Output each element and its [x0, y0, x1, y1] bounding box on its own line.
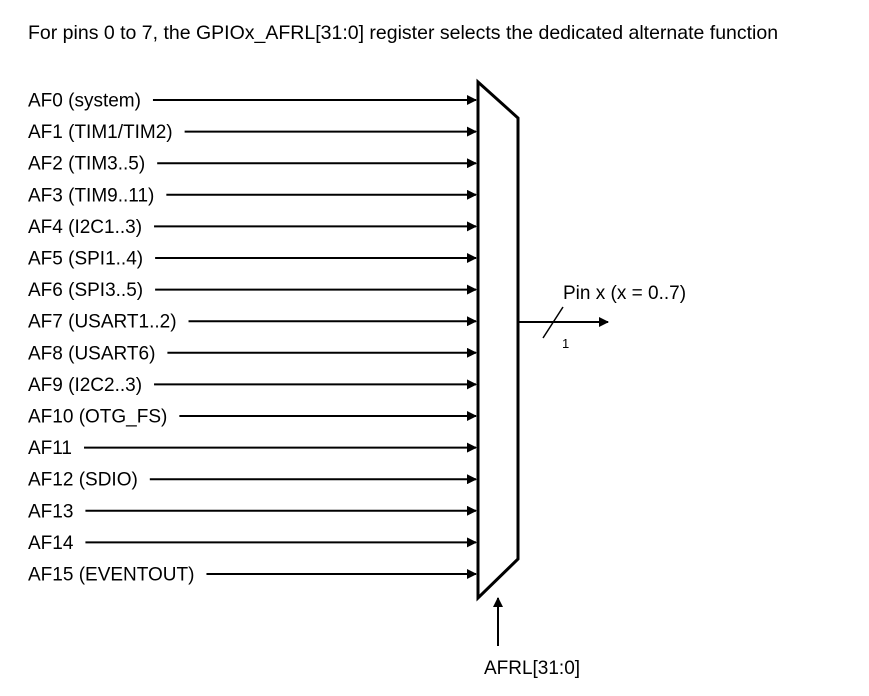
input-label: AF15 (EVENTOUT): [28, 565, 194, 586]
input-label: AF5 (SPI1..4): [28, 249, 143, 270]
input-label: AF6 (SPI3..5): [28, 280, 143, 301]
input-label: AF8 (USART6): [28, 343, 155, 364]
input-label: AF3 (TIM9..11): [28, 185, 154, 206]
input-label: AF2 (TIM3..5): [28, 154, 145, 175]
input-label: AF10 (OTG_FS): [28, 407, 167, 428]
input-label: AF14: [28, 533, 74, 554]
bus-width-slash: [542, 306, 564, 339]
input-label: AF11: [28, 438, 72, 459]
bus-width-label: 1: [562, 336, 569, 351]
input-label: AF12 (SDIO): [28, 470, 138, 491]
input-label: AF7 (USART1..2): [28, 312, 177, 333]
input-label: AF0 (system): [28, 91, 141, 112]
input-lines: AF0 (system) AF1 (TIM1/TIM2) AF2 (TIM3..5)…: [28, 91, 477, 586]
diagram-title: For pins 0 to 7, the GPIOx_AFRL[31:0] re…: [28, 22, 778, 44]
input-label: AF1 (TIM1/TIM2): [28, 122, 173, 143]
output-pin-label: Pin x (x = 0..7): [563, 283, 686, 304]
input-label: AF13: [28, 501, 73, 522]
multiplexer-block: [476, 78, 520, 602]
select-register-label: AFRL[31:0]: [484, 658, 580, 679]
input-label: AF9 (I2C2..3): [28, 375, 142, 396]
input-label: AF4 (I2C1..3): [28, 217, 142, 238]
